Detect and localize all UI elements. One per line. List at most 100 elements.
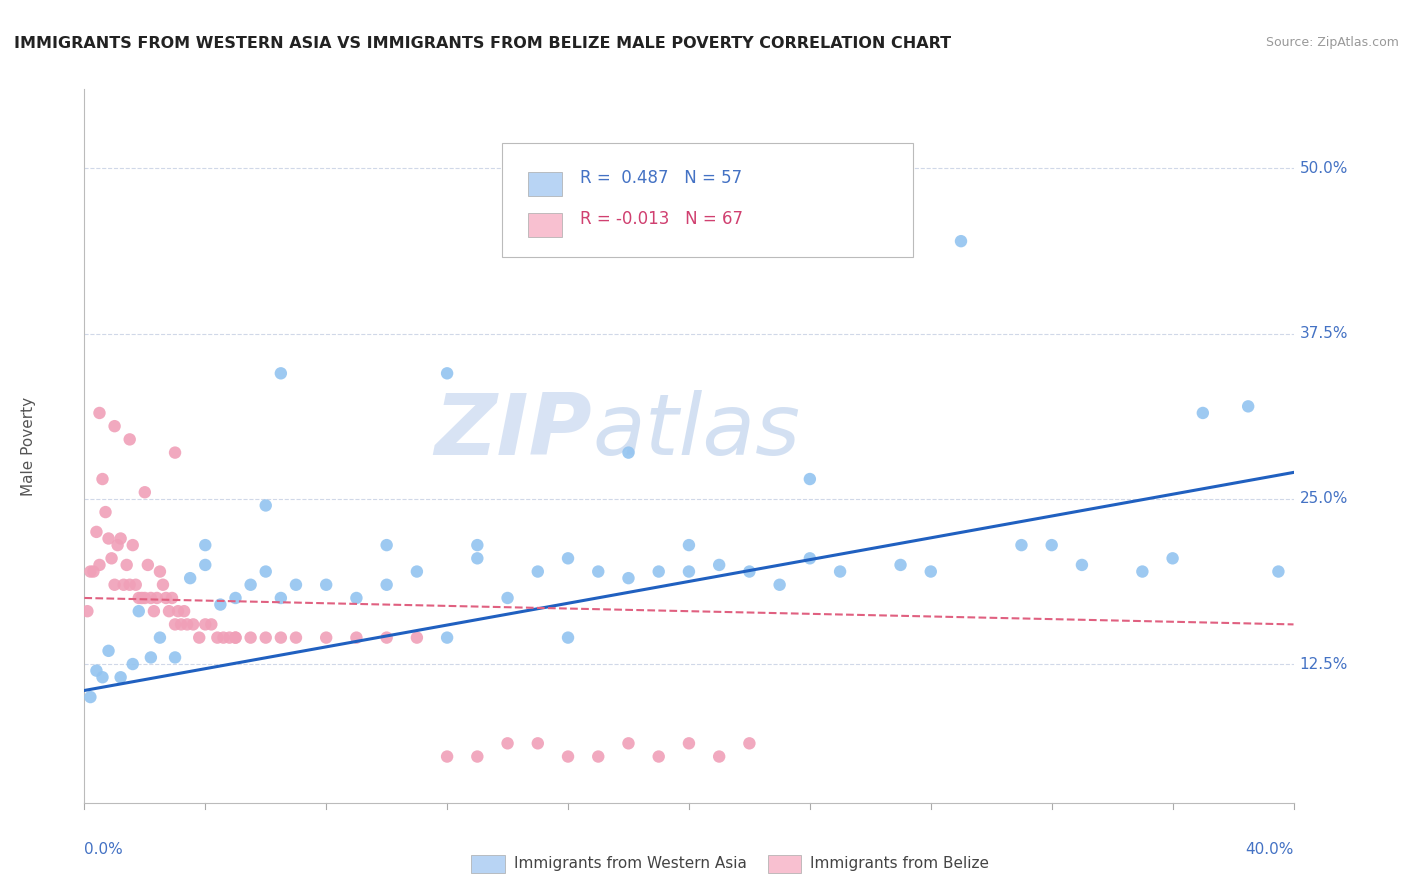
Point bbox=[167, 604, 190, 618]
Point bbox=[346, 591, 368, 605]
FancyBboxPatch shape bbox=[529, 213, 562, 237]
Point bbox=[588, 749, 610, 764]
Point bbox=[194, 617, 217, 632]
Text: 37.5%: 37.5% bbox=[1299, 326, 1348, 341]
Point bbox=[97, 644, 120, 658]
Point bbox=[617, 736, 640, 750]
Point bbox=[254, 499, 277, 513]
Point bbox=[79, 565, 101, 579]
Point bbox=[526, 736, 548, 750]
Point bbox=[254, 631, 277, 645]
FancyBboxPatch shape bbox=[529, 172, 562, 196]
Point bbox=[496, 591, 519, 605]
Point bbox=[218, 631, 240, 645]
Point bbox=[799, 472, 821, 486]
Point bbox=[647, 749, 671, 764]
Point bbox=[647, 565, 671, 579]
Point bbox=[557, 551, 579, 566]
Point bbox=[239, 578, 262, 592]
Point bbox=[436, 631, 458, 645]
Point bbox=[225, 631, 247, 645]
Point bbox=[738, 736, 761, 750]
Point bbox=[284, 631, 308, 645]
Point bbox=[115, 558, 138, 572]
Point bbox=[284, 578, 308, 592]
Point bbox=[160, 591, 183, 605]
Point bbox=[406, 631, 429, 645]
Text: 0.0%: 0.0% bbox=[84, 842, 124, 857]
Point bbox=[107, 538, 129, 552]
Point bbox=[1071, 558, 1094, 572]
Point bbox=[617, 571, 640, 585]
Point bbox=[134, 591, 156, 605]
Point bbox=[375, 538, 398, 552]
Point bbox=[173, 604, 195, 618]
Point bbox=[209, 598, 232, 612]
Point bbox=[830, 565, 852, 579]
Point bbox=[194, 558, 217, 572]
Point bbox=[207, 631, 229, 645]
Text: IMMIGRANTS FROM WESTERN ASIA VS IMMIGRANTS FROM BELIZE MALE POVERTY CORRELATION : IMMIGRANTS FROM WESTERN ASIA VS IMMIGRAN… bbox=[14, 36, 952, 51]
Text: 40.0%: 40.0% bbox=[1246, 842, 1294, 857]
Point bbox=[678, 736, 700, 750]
Text: 25.0%: 25.0% bbox=[1299, 491, 1348, 507]
Point bbox=[270, 367, 292, 381]
Point bbox=[142, 604, 165, 618]
Text: 12.5%: 12.5% bbox=[1299, 657, 1348, 672]
Point bbox=[139, 650, 162, 665]
Point bbox=[617, 445, 640, 459]
Point bbox=[1191, 406, 1213, 420]
Point bbox=[104, 419, 127, 434]
Point bbox=[270, 631, 292, 645]
Point bbox=[149, 631, 172, 645]
Point bbox=[118, 578, 141, 592]
Point bbox=[557, 749, 579, 764]
Point bbox=[496, 736, 519, 750]
Point bbox=[436, 367, 458, 381]
Point bbox=[467, 749, 489, 764]
Point bbox=[375, 631, 398, 645]
Text: atlas: atlas bbox=[592, 390, 800, 474]
Point bbox=[225, 591, 247, 605]
Point bbox=[91, 472, 114, 486]
Point bbox=[121, 538, 143, 552]
Point bbox=[86, 524, 108, 539]
Point bbox=[588, 565, 610, 579]
Point bbox=[950, 234, 973, 248]
Point bbox=[526, 565, 548, 579]
Point bbox=[181, 617, 204, 632]
Point bbox=[118, 433, 141, 447]
Point bbox=[149, 565, 172, 579]
Point bbox=[104, 578, 127, 592]
Point bbox=[163, 617, 186, 632]
Point bbox=[436, 749, 458, 764]
Point bbox=[557, 631, 579, 645]
Point bbox=[155, 591, 177, 605]
Point bbox=[1010, 538, 1032, 552]
Point bbox=[179, 571, 201, 585]
Point bbox=[194, 538, 217, 552]
Text: Immigrants from Western Asia: Immigrants from Western Asia bbox=[513, 856, 747, 871]
Point bbox=[254, 565, 277, 579]
Point bbox=[112, 578, 135, 592]
Point bbox=[163, 445, 186, 459]
Point bbox=[346, 631, 368, 645]
Point bbox=[76, 604, 98, 618]
Point bbox=[163, 650, 186, 665]
Point bbox=[128, 604, 150, 618]
Point bbox=[110, 670, 132, 684]
Point bbox=[200, 617, 222, 632]
Point bbox=[139, 591, 162, 605]
Point bbox=[97, 532, 120, 546]
Point bbox=[86, 664, 108, 678]
Text: ZIP: ZIP bbox=[434, 390, 592, 474]
Point bbox=[134, 485, 156, 500]
Point bbox=[1161, 551, 1184, 566]
Point bbox=[239, 631, 262, 645]
Point bbox=[406, 565, 429, 579]
Point bbox=[110, 532, 132, 546]
Point bbox=[131, 591, 153, 605]
Point bbox=[709, 749, 731, 764]
Point bbox=[799, 551, 821, 566]
Point bbox=[709, 558, 731, 572]
